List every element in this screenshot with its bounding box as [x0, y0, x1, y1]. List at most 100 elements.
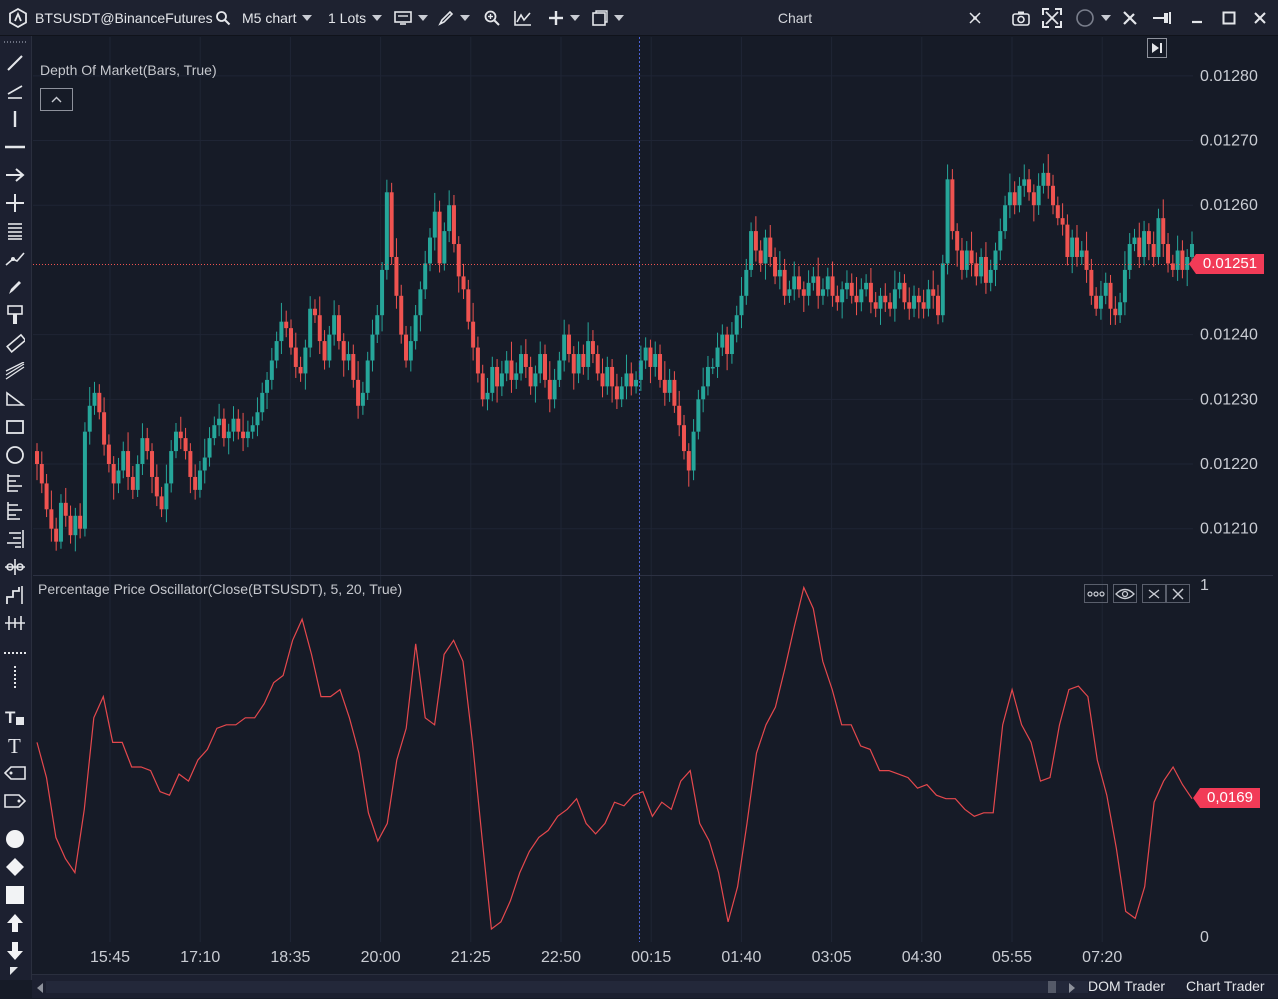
candle-body — [471, 321, 476, 348]
candle-body — [1065, 224, 1070, 257]
candle-body — [1003, 205, 1008, 232]
scroll-left-icon[interactable] — [36, 981, 44, 999]
candle-body — [744, 269, 749, 296]
candle-body — [945, 179, 950, 264]
crosshair-tool-icon[interactable] — [3, 192, 27, 214]
candle-body — [859, 289, 864, 303]
fib-retracement-icon[interactable] — [3, 472, 27, 494]
x-tick-label: 18:35 — [270, 949, 310, 966]
search-icon[interactable] — [215, 0, 231, 36]
candle-body — [835, 295, 840, 303]
arrow-down-marker-icon[interactable] — [3, 940, 27, 962]
arrow-right-icon[interactable] — [3, 164, 27, 186]
circle-marker-icon[interactable] — [3, 828, 27, 850]
candle-body — [672, 379, 677, 406]
rectangle-icon[interactable] — [3, 416, 27, 438]
pin-icon[interactable] — [1152, 0, 1172, 36]
horizontal-line-icon[interactable] — [3, 136, 27, 158]
fib-fan-icon[interactable] — [3, 360, 27, 382]
line-tool-icon[interactable] — [3, 52, 27, 74]
candle-body — [380, 269, 385, 316]
candle-body — [1170, 263, 1175, 270]
text-icon[interactable]: T — [3, 734, 27, 756]
dom-trader-tab[interactable]: DOM Trader — [1088, 978, 1166, 994]
price-axis-label: 0.01260 — [1200, 197, 1258, 214]
zoom-icon[interactable] — [483, 0, 501, 36]
candle-body — [418, 289, 423, 316]
candle-body — [193, 476, 198, 490]
link-color-button[interactable] — [1075, 0, 1111, 36]
square-marker-icon[interactable] — [3, 884, 27, 906]
regression-channel-icon[interactable] — [3, 612, 27, 634]
chart-style-button[interactable] — [394, 0, 428, 36]
candle-body — [720, 334, 725, 348]
fullscreen-icon[interactable] — [1042, 0, 1062, 36]
scroll-right-icon[interactable] — [1068, 981, 1076, 999]
price-axis-label: 0.01230 — [1200, 391, 1258, 408]
symbol-selector[interactable]: BTSUSDT@BinanceFutures — [35, 0, 213, 36]
tag-icon[interactable] — [3, 790, 27, 812]
timeframe-dropdown[interactable]: M5 chart — [242, 0, 313, 36]
price-axis-label: 0.01240 — [1200, 327, 1258, 344]
chart-trader-tab[interactable]: Chart Trader — [1186, 978, 1265, 994]
diamond-marker-icon[interactable] — [3, 856, 27, 878]
vertical-line-icon[interactable] — [3, 108, 27, 130]
candle-body — [739, 295, 744, 316]
candle-body — [931, 289, 936, 296]
horizontal-scrollbar[interactable] — [46, 981, 1088, 993]
fib-extension-icon[interactable] — [3, 500, 27, 522]
crosshair-icon[interactable] — [967, 0, 983, 36]
candle-body — [782, 269, 787, 296]
trend-angle-icon[interactable] — [3, 248, 27, 270]
maximize-button[interactable] — [1222, 0, 1236, 36]
drawing-tools-button[interactable] — [438, 0, 470, 36]
channel-lines-icon[interactable] — [3, 220, 27, 242]
candle-body — [87, 405, 92, 432]
candle-body — [1055, 205, 1060, 219]
candle-body — [1098, 295, 1103, 309]
fib-timezones-icon[interactable] — [3, 528, 27, 550]
candle-body — [600, 373, 605, 387]
candle-body — [351, 354, 356, 380]
more-tools-icon[interactable] — [3, 964, 27, 976]
candle-body — [523, 354, 528, 367]
andrews-pitchfork-icon[interactable] — [3, 556, 27, 578]
templates-button[interactable] — [592, 0, 624, 36]
candle-body — [758, 250, 763, 264]
ray-tool-icon[interactable] — [3, 80, 27, 102]
more-options-button[interactable] — [1084, 584, 1108, 603]
pencil-icon[interactable] — [3, 276, 27, 298]
scroll-to-end-button[interactable] — [1147, 38, 1167, 58]
eye-icon[interactable] — [1113, 584, 1137, 603]
candle-body — [763, 237, 768, 264]
candle-body — [638, 360, 643, 380]
camera-icon[interactable] — [1012, 0, 1030, 36]
collapse-pane-button[interactable] — [40, 88, 73, 111]
maximize-pane-icon[interactable] — [1142, 584, 1166, 603]
tools-icon[interactable] — [1121, 0, 1139, 36]
scrollbar-thumb[interactable] — [1048, 981, 1056, 993]
candle-body — [447, 205, 452, 232]
ellipse-icon[interactable] — [3, 444, 27, 466]
candle-body — [634, 379, 639, 387]
oscillator-line — [36, 585, 1193, 931]
candle-body — [1084, 250, 1089, 270]
price-label-icon[interactable] — [3, 762, 27, 784]
add-button[interactable] — [548, 0, 580, 36]
lots-dropdown[interactable]: 1 Lots — [328, 0, 383, 36]
text-lock-icon[interactable]: T — [3, 706, 27, 728]
candle-body — [590, 341, 595, 355]
arrow-up-marker-icon[interactable] — [3, 912, 27, 934]
candle-body — [969, 250, 974, 264]
gann-box-icon[interactable] — [3, 584, 27, 606]
close-pane-icon[interactable] — [1166, 584, 1190, 603]
indicators-icon[interactable] — [514, 0, 532, 36]
minimize-button[interactable] — [1190, 0, 1204, 36]
candle-body — [955, 231, 960, 251]
ruler-icon[interactable] — [3, 332, 27, 354]
brush-icon[interactable] — [3, 304, 27, 326]
triangle-icon[interactable] — [3, 388, 27, 410]
close-button[interactable] — [1253, 0, 1267, 36]
candle-body — [303, 347, 308, 374]
